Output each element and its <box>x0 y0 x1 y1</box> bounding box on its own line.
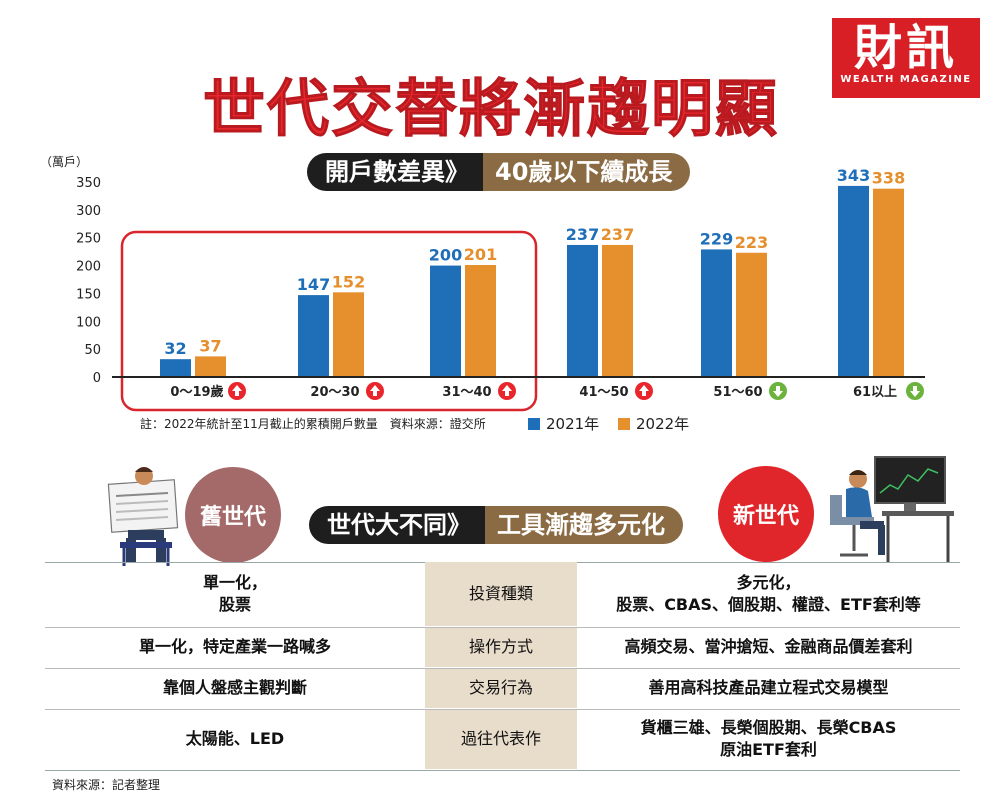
bar <box>298 295 329 377</box>
y-axis-unit-label: （萬戶） <box>40 155 88 169</box>
section2-heading: 世代大不同》 工具漸趨多元化 <box>309 506 683 544</box>
bar <box>736 252 767 377</box>
y-tick-label: 50 <box>84 343 101 358</box>
new-gen-cell: 多元化， 股票、CBAS、個股期、權證、ETF套利等 <box>616 573 921 614</box>
arrow-glyph <box>232 385 242 396</box>
data-label: 152 <box>332 272 365 291</box>
y-tick-label: 300 <box>76 204 101 219</box>
section2-heading-left: 世代大不同》 <box>309 506 485 544</box>
page-title: 世代交替將漸趨明顯 <box>203 72 780 146</box>
old-gen-cell: 太陽能、LED <box>185 729 285 748</box>
new-gen-cell: 善用高科技產品建立程式交易模型 <box>648 678 889 697</box>
y-tick-label: 350 <box>76 176 101 191</box>
table-divider <box>45 627 960 628</box>
section1-heading: 開戶數差異》 40歲以下續成長 <box>307 153 691 191</box>
legend-label-2022: 2022年 <box>636 415 689 433</box>
table-row: 單一化，特定產業一路喊多 操作方式 高頻交易、當沖搶短、金融商品價差套利 <box>45 627 960 667</box>
aspect-cell: 過往代表作 <box>425 709 577 769</box>
computer-trader-illustration <box>830 456 954 563</box>
section2-heading-right: 工具漸趨多元化 <box>485 506 683 544</box>
bar <box>602 244 633 377</box>
data-label: 32 <box>164 339 186 358</box>
table-bottom-line <box>45 770 960 771</box>
bar <box>838 185 869 377</box>
bar <box>160 359 191 377</box>
bar <box>195 356 226 377</box>
footer-source: 資料來源：記者整理 <box>52 778 161 792</box>
new-gen-cell: 高頻交易、當沖搶短、金融商品價差套利 <box>624 637 913 656</box>
table-row: 單一化， 股票 投資種類 多元化， 股票、CBAS、個股期、權證、ETF套利等 <box>45 562 960 626</box>
data-label: 201 <box>464 245 497 264</box>
x-tick-label: 41～50 <box>579 385 628 400</box>
bar <box>701 249 732 377</box>
table-divider <box>45 709 960 710</box>
old-generation-badge: 舊世代 <box>185 467 281 563</box>
x-tick-label: 51～60 <box>713 385 762 400</box>
chart-note: 註：2022年統計至11月截止的累積開戶數量 資料來源：證交所 <box>140 416 486 431</box>
section1-heading-left: 開戶數差異》 <box>307 153 483 191</box>
x-tick-label: 31～40 <box>442 385 491 400</box>
data-label: 223 <box>735 233 768 252</box>
aspect-cell: 交易行為 <box>425 668 577 708</box>
y-tick-label: 100 <box>76 315 101 330</box>
data-label: 237 <box>566 225 599 244</box>
legend-swatch-2022 <box>618 418 630 430</box>
new-gen-cell: 貨櫃三雄、長榮個股期、長榮CBAS 原油ETF套利 <box>640 718 897 759</box>
table-divider <box>45 668 960 669</box>
arrow-glyph <box>773 386 783 397</box>
x-tick-label: 20～30 <box>310 385 359 400</box>
bar <box>567 244 598 377</box>
table-row: 靠個人盤感主觀判斷 交易行為 善用高科技產品建立程式交易模型 <box>45 668 960 708</box>
old-gen-cell: 單一化， 股票 <box>202 573 267 614</box>
y-tick-label: 200 <box>76 260 101 275</box>
data-label: 343 <box>837 166 870 185</box>
legend-label-2021: 2021年 <box>546 415 599 433</box>
y-tick-label: 150 <box>76 287 101 302</box>
magazine-logo: 財訊 WEALTH MAGAZINE <box>832 18 980 98</box>
x-tick-label: 61以上 <box>853 385 897 400</box>
arrow-glyph <box>639 385 649 396</box>
arrow-glyph <box>910 386 920 397</box>
logo-name: 財訊 <box>853 20 958 76</box>
aspect-cell: 投資種類 <box>425 562 577 626</box>
x-tick-label: 0～19歲 <box>170 384 223 400</box>
bar <box>333 292 364 377</box>
arrow-glyph <box>370 385 380 396</box>
table-row: 太陽能、LED 過往代表作 貨櫃三雄、長榮個股期、長榮CBAS 原油ETF套利 <box>45 709 960 769</box>
newspaper-reader-illustration <box>107 467 179 566</box>
data-label: 200 <box>429 246 462 265</box>
arrow-glyph <box>502 385 512 396</box>
data-label: 147 <box>297 275 330 294</box>
section1-heading-right: 40歲以下續成長 <box>483 153 691 191</box>
aspect-cell: 操作方式 <box>425 627 577 667</box>
old-gen-cell: 單一化，特定產業一路喊多 <box>138 637 331 656</box>
bar <box>430 265 461 377</box>
new-generation-badge: 新世代 <box>718 466 814 562</box>
highlight-frame <box>120 230 538 412</box>
data-label: 338 <box>872 169 905 188</box>
y-tick-label: 0 <box>93 371 101 386</box>
bar <box>465 265 496 377</box>
data-label: 37 <box>199 336 221 355</box>
old-gen-cell: 靠個人盤感主觀判斷 <box>162 678 307 697</box>
data-label: 229 <box>700 229 733 248</box>
logo-subtitle: WEALTH MAGAZINE <box>840 74 972 85</box>
bar <box>873 188 904 377</box>
legend-swatch-2021 <box>528 418 540 430</box>
data-label: 237 <box>601 225 634 244</box>
y-tick-label: 250 <box>76 232 101 247</box>
